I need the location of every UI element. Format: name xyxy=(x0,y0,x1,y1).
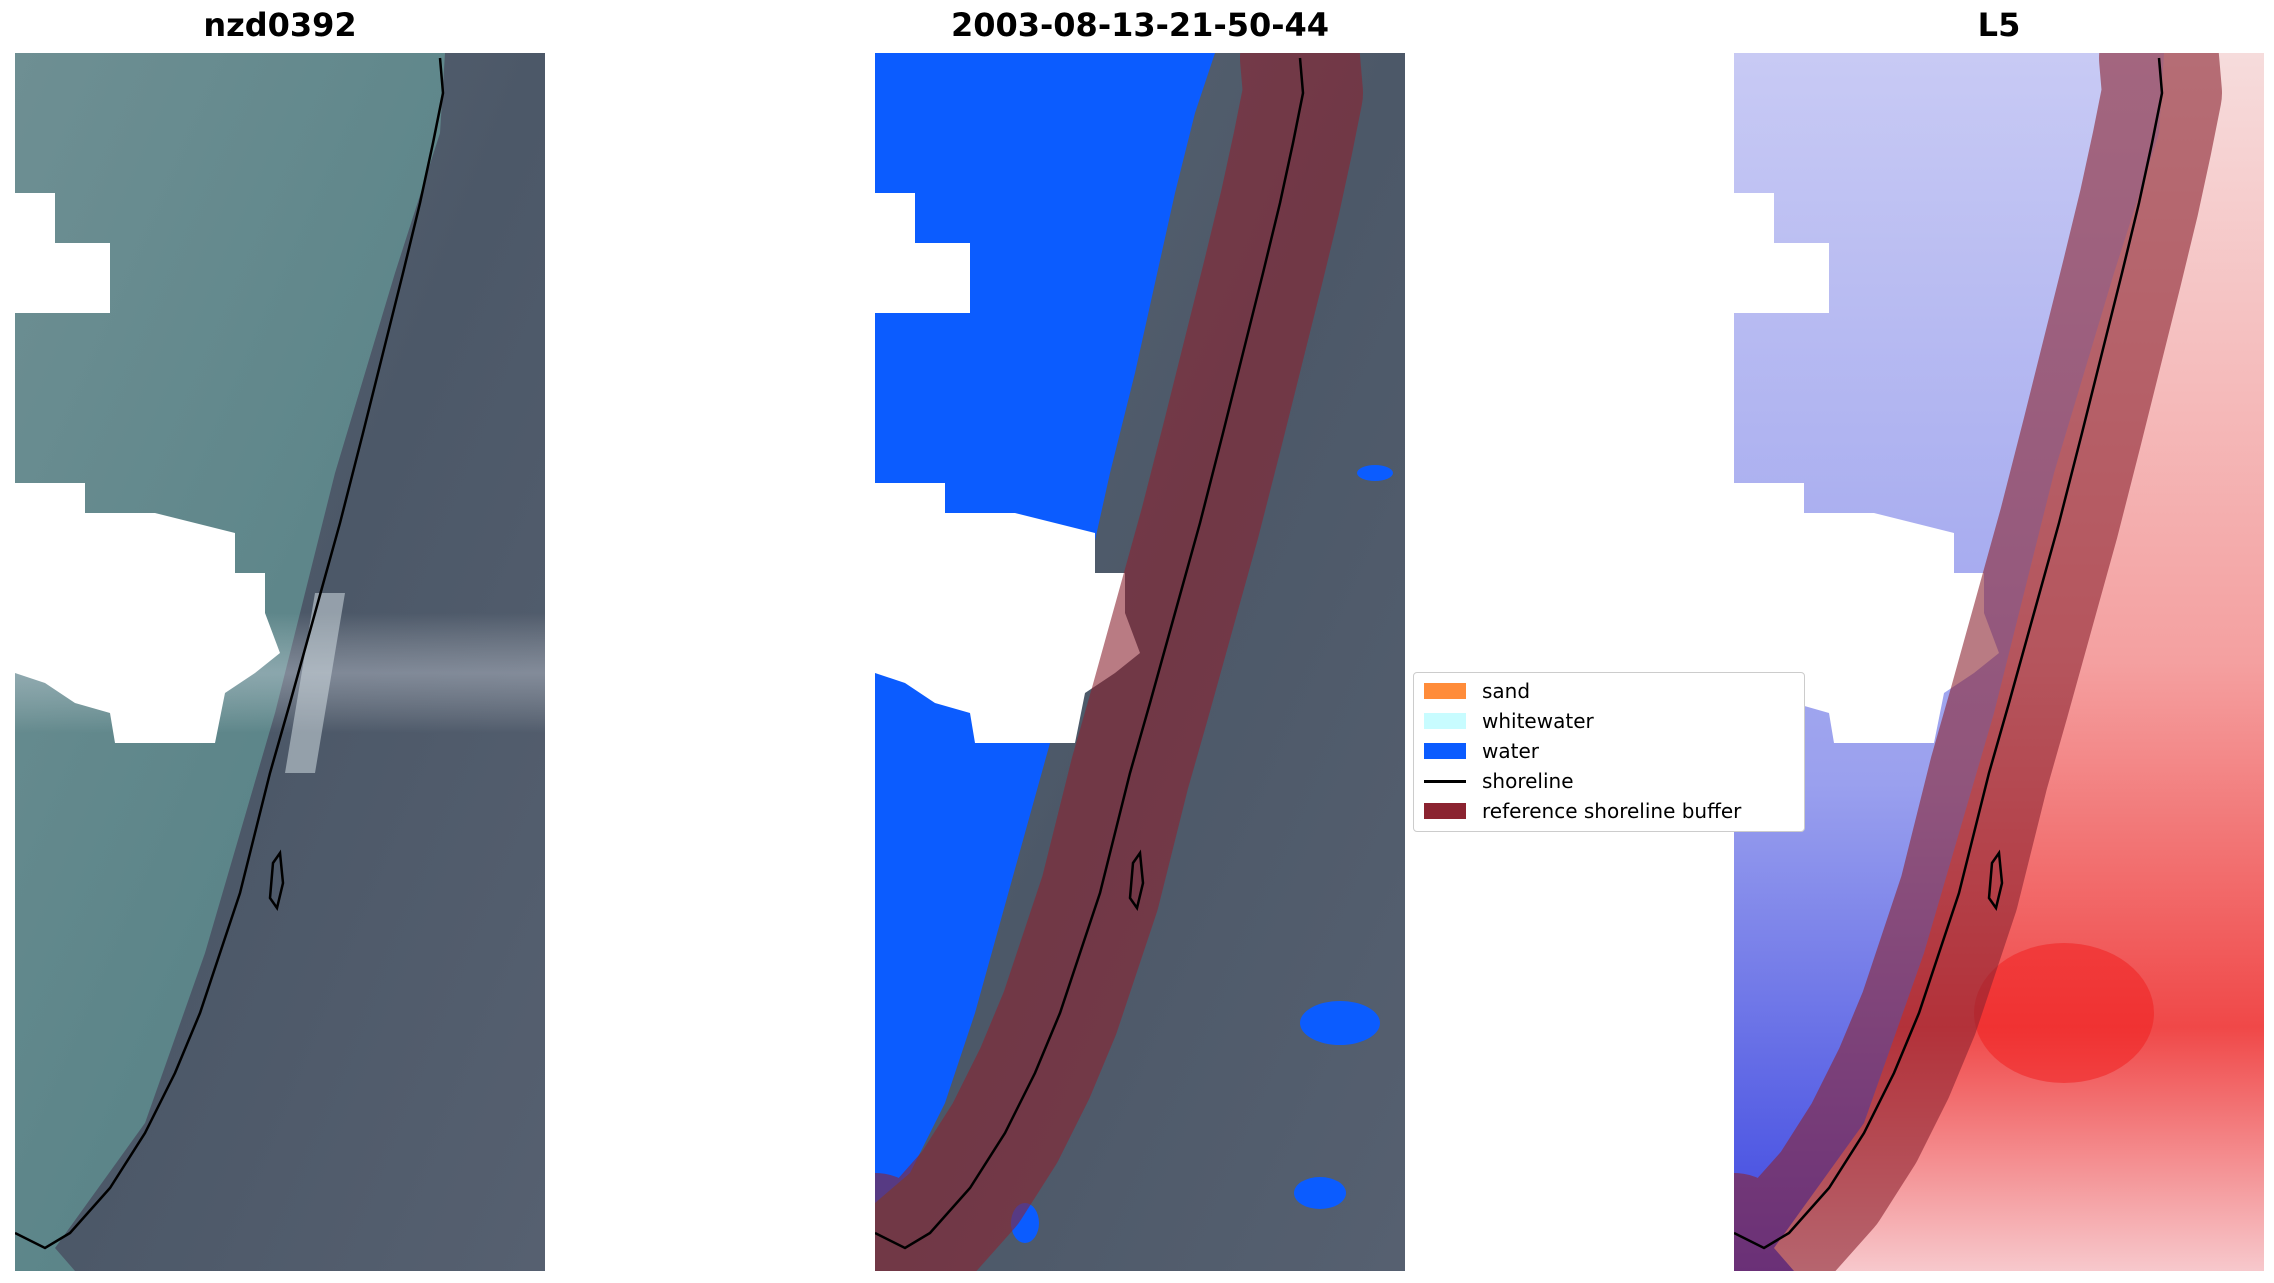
buffer-swatch xyxy=(1424,803,1466,819)
legend-label: water xyxy=(1482,739,1539,763)
panel-title-rgb: nzd0392 xyxy=(203,6,357,44)
whitewater-swatch xyxy=(1424,713,1466,729)
mndwi-index-image xyxy=(1734,53,2264,1271)
shoreline-line xyxy=(15,57,445,1250)
shoreline-swatch xyxy=(1424,779,1466,783)
classification-image xyxy=(875,53,1405,1271)
legend-label: sand xyxy=(1482,679,1531,703)
legend-label: shoreline xyxy=(1482,769,1574,793)
cloud-mask xyxy=(15,483,280,743)
legend-item-whitewater: whitewater xyxy=(1424,708,1594,734)
cloud-mask xyxy=(15,193,110,313)
legend-item-water: water xyxy=(1424,738,1539,764)
legend-item-sand: sand xyxy=(1424,678,1530,704)
panel-title-classification: 2003-08-13-21-50-44 xyxy=(950,6,1330,44)
water-swatch xyxy=(1424,743,1466,759)
panel-title-mndwi: L5 xyxy=(1977,6,2021,44)
legend: sand whitewater water shoreline referenc… xyxy=(1413,672,1805,832)
rgb-satellite-image xyxy=(15,53,545,1271)
legend-item-buffer: reference shoreline buffer xyxy=(1424,798,1741,824)
legend-item-shoreline: shoreline xyxy=(1424,768,1574,794)
sand-swatch xyxy=(1424,683,1466,699)
legend-label: reference shoreline buffer xyxy=(1482,799,1742,823)
legend-label: whitewater xyxy=(1482,709,1594,733)
